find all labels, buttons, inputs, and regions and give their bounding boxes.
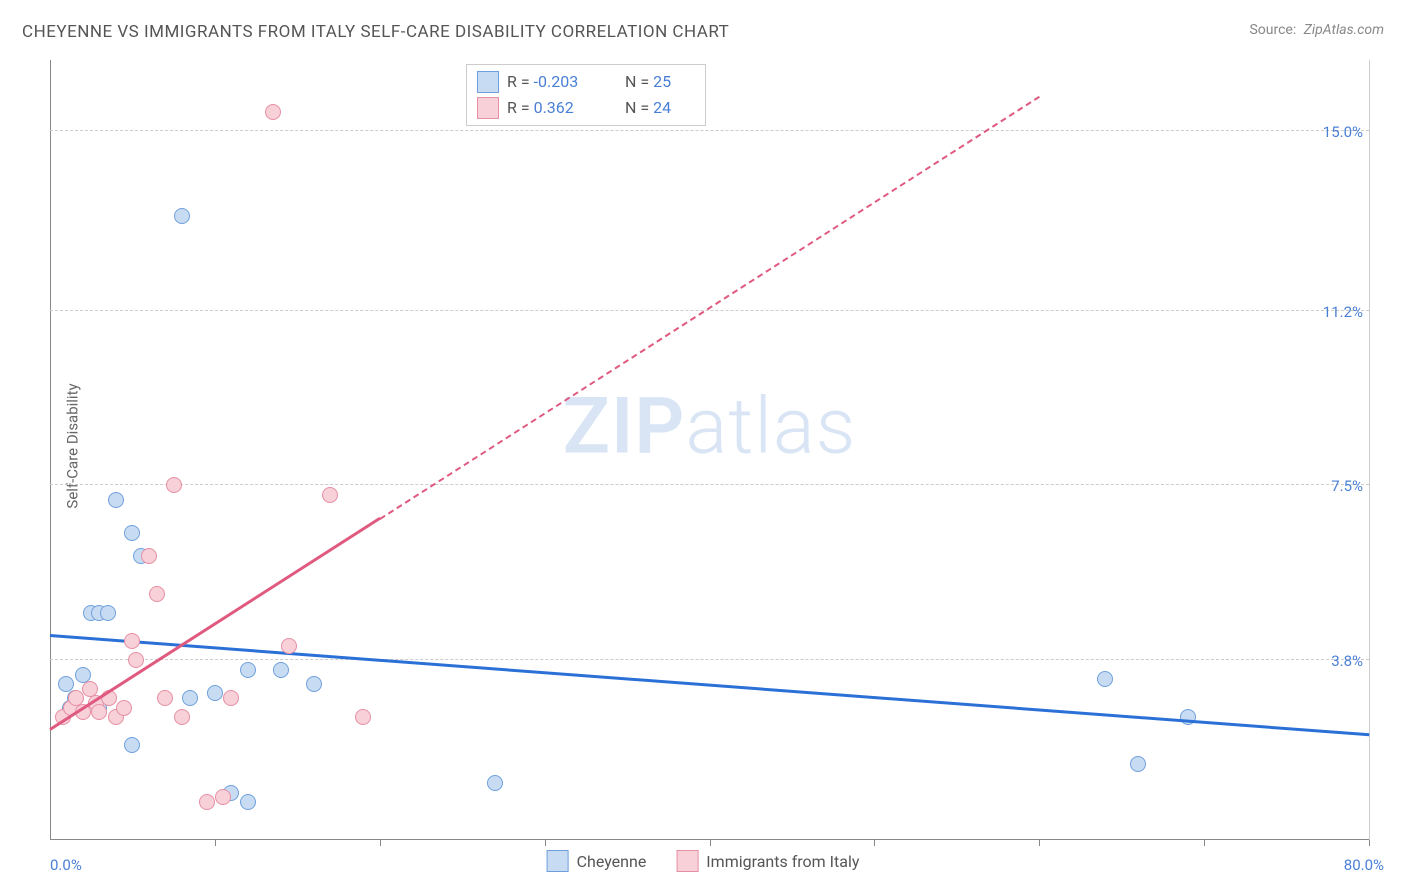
legend-item: Cheyenne [547, 850, 647, 872]
legend-row: R = 0.362N = 24 [477, 95, 695, 121]
data-point [487, 775, 503, 791]
trend-line [50, 634, 1369, 736]
y-tick-label: 11.2% [1323, 303, 1363, 321]
x-tick [1039, 840, 1040, 846]
y-tick-label: 3.8% [1331, 652, 1363, 670]
legend-label: Immigrants from Italy [706, 852, 859, 871]
data-point [157, 690, 173, 706]
x-tick [874, 840, 875, 846]
data-point [1130, 756, 1146, 772]
legend-swatch [477, 97, 499, 119]
legend-swatch [477, 71, 499, 93]
data-point [91, 704, 107, 720]
legend-swatch [676, 850, 698, 872]
data-point [166, 477, 182, 493]
data-point [124, 737, 140, 753]
y-axis [50, 60, 51, 840]
data-point [100, 605, 116, 621]
source-label: Source: [1249, 22, 1296, 38]
y-tick-label: 7.5% [1331, 477, 1363, 495]
gridline [50, 484, 1369, 485]
data-point [207, 685, 223, 701]
data-point [265, 104, 281, 120]
data-point [199, 794, 215, 810]
data-point [182, 690, 198, 706]
data-point [322, 487, 338, 503]
y-tick-label: 15.0% [1323, 123, 1363, 141]
data-point [215, 789, 231, 805]
data-point [355, 709, 371, 725]
data-point [174, 208, 190, 224]
watermark: ZIPatlas [563, 381, 856, 472]
data-point [240, 662, 256, 678]
x-tick [1204, 840, 1205, 846]
trend-line [379, 96, 1040, 520]
legend-row: R = -0.203N = 25 [477, 69, 695, 95]
data-point [306, 676, 322, 692]
gridline [50, 659, 1369, 660]
data-point [141, 548, 157, 564]
data-point [240, 794, 256, 810]
x-tick [710, 840, 711, 846]
gridline [50, 130, 1369, 131]
legend-swatch [547, 850, 569, 872]
x-tick [1369, 840, 1370, 846]
data-point [124, 633, 140, 649]
data-point [124, 525, 140, 541]
data-point [1097, 671, 1113, 687]
data-point [149, 586, 165, 602]
series-legend: Cheyenne Immigrants from Italy [547, 850, 860, 872]
data-point [128, 652, 144, 668]
x-axis-min-label: 0.0% [50, 856, 82, 874]
x-axis-max-label: 80.0% [1344, 856, 1384, 874]
source-name: ZipAtlas.com [1304, 22, 1384, 38]
scatter-plot-area: ZIPatlas 3.8% 7.5% 11.2% 15.0% [50, 60, 1370, 840]
source-attribution: Source: ZipAtlas.com [1249, 22, 1384, 38]
chart-title: CHEYENNE VS IMMIGRANTS FROM ITALY SELF-C… [22, 22, 729, 42]
data-point [273, 662, 289, 678]
legend-label: Cheyenne [577, 852, 647, 871]
data-point [116, 700, 132, 716]
data-point [223, 690, 239, 706]
x-tick [215, 840, 216, 846]
data-point [174, 709, 190, 725]
correlation-legend: R = -0.203N = 25R = 0.362N = 24 [466, 64, 706, 126]
x-tick [380, 840, 381, 846]
legend-item: Immigrants from Italy [676, 850, 859, 872]
gridline [50, 310, 1369, 311]
data-point [108, 492, 124, 508]
x-tick [545, 840, 546, 846]
data-point [281, 638, 297, 654]
